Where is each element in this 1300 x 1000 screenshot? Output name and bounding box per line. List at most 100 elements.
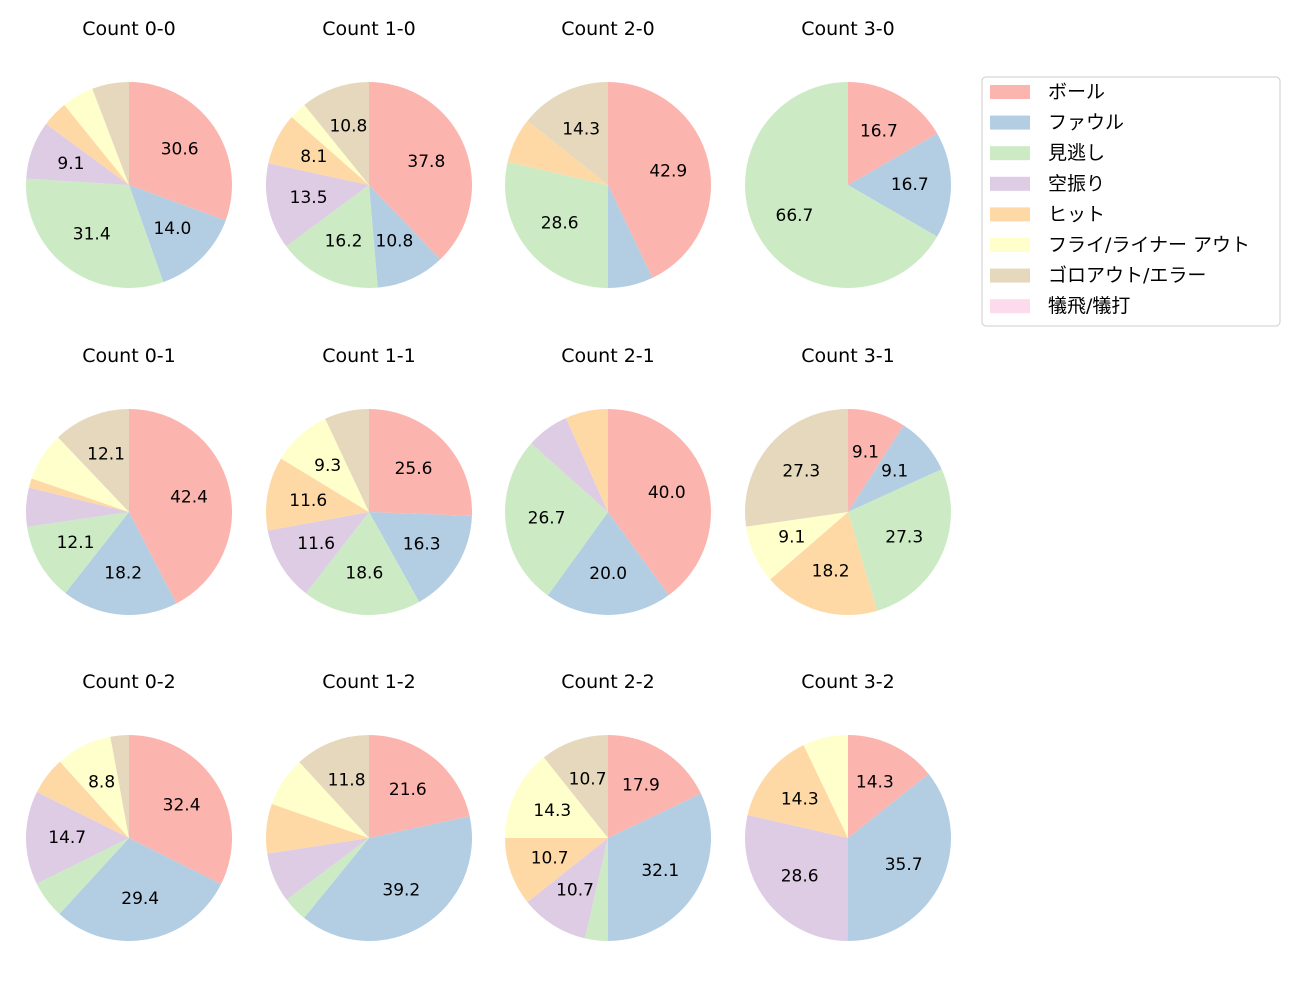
slice-label: 17.9 bbox=[622, 776, 660, 796]
pie-slice bbox=[747, 745, 848, 838]
slice-label: 10.8 bbox=[329, 117, 367, 137]
slice-label: 9.1 bbox=[778, 528, 805, 548]
pie-slice bbox=[268, 116, 369, 185]
slice-label: 16.2 bbox=[325, 231, 363, 251]
pie-slice bbox=[265, 458, 369, 531]
pie-title: Count 2-0 bbox=[561, 18, 655, 40]
slice-label: 27.3 bbox=[885, 528, 923, 548]
pie-slice bbox=[46, 104, 130, 185]
pie-slice bbox=[25, 487, 129, 527]
slice-label: 42.9 bbox=[649, 161, 687, 181]
pie-slice bbox=[608, 82, 712, 278]
pie-slice bbox=[565, 409, 608, 512]
legend-swatch bbox=[990, 176, 1030, 191]
pie-slice bbox=[848, 425, 942, 512]
slice-label: 12.1 bbox=[57, 533, 95, 553]
slice-label: 40.0 bbox=[648, 483, 686, 503]
pie-slice bbox=[25, 791, 129, 884]
slice-label: 28.6 bbox=[541, 213, 579, 233]
legend-swatch bbox=[990, 238, 1030, 252]
pie-slice bbox=[746, 512, 848, 580]
slice-label: 25.6 bbox=[395, 459, 433, 479]
pie-slice bbox=[325, 409, 369, 512]
pie-slice bbox=[36, 761, 129, 838]
pie-slice bbox=[770, 512, 878, 615]
slice-label: 28.6 bbox=[781, 866, 819, 886]
slice-label: 10.7 bbox=[569, 770, 607, 790]
slice-label: 32.1 bbox=[641, 861, 679, 881]
pie-title: Count 0-0 bbox=[82, 18, 176, 40]
pie-slice bbox=[31, 437, 130, 512]
pie-slice bbox=[527, 838, 608, 939]
slice-label: 29.4 bbox=[121, 889, 159, 909]
pie-slice bbox=[266, 803, 369, 854]
pie-slice bbox=[504, 443, 608, 596]
slice-label: 18.2 bbox=[104, 564, 142, 584]
legend-label: ゴロアウト/エラー bbox=[1048, 265, 1206, 287]
slice-label: 16.7 bbox=[891, 175, 929, 195]
pie-slice bbox=[58, 409, 129, 512]
pie-slice bbox=[304, 82, 369, 185]
pie-slice bbox=[26, 123, 129, 185]
legend-label: ファウル bbox=[1048, 112, 1124, 134]
pie-slice bbox=[848, 133, 951, 237]
pie-title: Count 3-2 bbox=[801, 671, 895, 693]
legend-swatch bbox=[990, 146, 1030, 161]
pie-slice bbox=[848, 409, 904, 512]
pie-slice bbox=[745, 82, 938, 288]
pie-slice bbox=[369, 512, 472, 602]
pie-slice bbox=[281, 418, 369, 512]
slice-label: 9.3 bbox=[314, 456, 341, 476]
pie-slice bbox=[129, 735, 233, 885]
legend-label: ボール bbox=[1048, 81, 1105, 103]
slice-label: 66.7 bbox=[776, 206, 814, 226]
slice-label: 11.6 bbox=[289, 491, 327, 511]
pie-slice bbox=[129, 82, 232, 221]
slice-label: 18.6 bbox=[345, 564, 383, 584]
pie-slice bbox=[848, 735, 929, 838]
pie-slice bbox=[286, 185, 378, 288]
pie-slice bbox=[369, 409, 473, 516]
pie-title: Count 2-2 bbox=[561, 671, 655, 693]
slice-label: 14.7 bbox=[48, 828, 86, 848]
pie-slice bbox=[271, 762, 369, 838]
pie-slice bbox=[369, 735, 470, 838]
slice-label: 10.7 bbox=[531, 848, 569, 868]
pie-slice bbox=[26, 178, 164, 288]
pie-title: Count 1-2 bbox=[322, 671, 416, 693]
pie-slice bbox=[36, 838, 129, 914]
pie-slice bbox=[531, 417, 608, 512]
pie-slice bbox=[543, 735, 608, 838]
legend-label: ヒット bbox=[1048, 203, 1105, 225]
slice-label: 32.4 bbox=[163, 796, 201, 816]
pie-slice bbox=[286, 838, 369, 918]
slice-label: 14.0 bbox=[153, 219, 191, 239]
pie-slice bbox=[291, 104, 369, 185]
slice-label: 20.0 bbox=[589, 564, 627, 584]
slice-label: 9.1 bbox=[57, 154, 84, 174]
pie-title: Count 1-0 bbox=[322, 18, 416, 40]
pie-slice bbox=[547, 512, 669, 615]
pie-slice bbox=[92, 82, 129, 185]
pie-slice bbox=[369, 82, 473, 260]
pie-slice bbox=[608, 735, 701, 838]
pie-title: Count 0-2 bbox=[82, 671, 176, 693]
legend-swatch bbox=[990, 268, 1030, 283]
legend-swatch bbox=[990, 207, 1030, 222]
pie-slice bbox=[745, 814, 848, 941]
pie-title: Count 3-1 bbox=[801, 345, 895, 367]
slice-label: 14.3 bbox=[533, 801, 571, 821]
pie-slice bbox=[848, 773, 951, 941]
pie-slice bbox=[65, 512, 177, 616]
slice-label: 9.1 bbox=[852, 443, 879, 463]
pie-slice bbox=[59, 838, 222, 941]
slice-label: 14.3 bbox=[781, 789, 819, 809]
slice-label: 14.3 bbox=[562, 119, 600, 139]
slice-label: 26.7 bbox=[528, 509, 566, 529]
legend-swatch bbox=[990, 115, 1030, 130]
slice-label: 42.4 bbox=[170, 487, 208, 507]
pie-title: Count 1-1 bbox=[322, 345, 416, 367]
pie-slice bbox=[505, 161, 608, 288]
pie-slice bbox=[305, 512, 420, 615]
